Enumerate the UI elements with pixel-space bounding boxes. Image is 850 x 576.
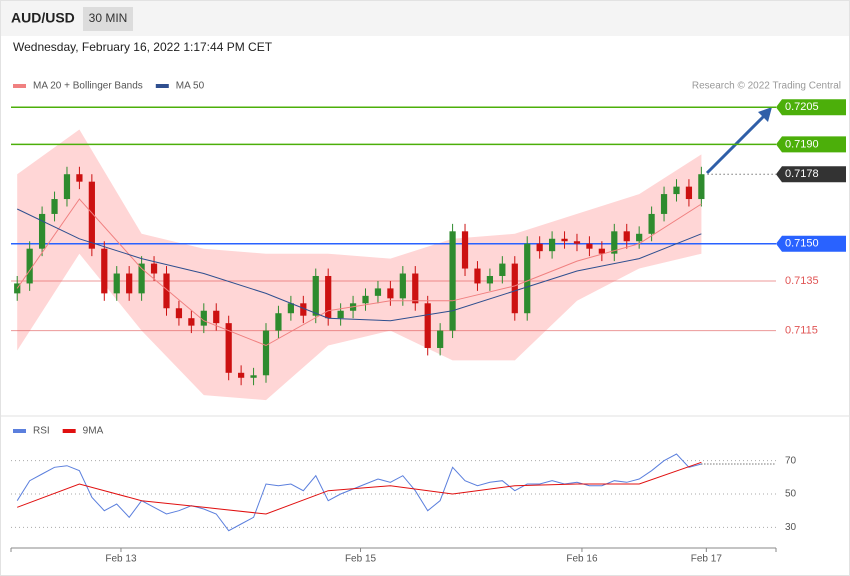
legend-label: MA 50 — [176, 81, 205, 92]
candle-body — [275, 313, 282, 331]
forecast-arrowhead — [758, 107, 772, 122]
candle-body — [461, 231, 469, 269]
datetime: Wednesday, February 16, 2022 1:17:44 PM … — [13, 40, 273, 54]
y-tick-label: 70 — [785, 455, 797, 466]
x-tick-label: Feb 17 — [691, 554, 723, 565]
candle-body — [561, 238, 568, 242]
candle-body — [175, 308, 183, 319]
candle-body — [63, 174, 71, 200]
y-tick-label: 30 — [785, 522, 797, 533]
candle-body — [548, 238, 556, 252]
candle-body — [126, 273, 133, 294]
candle-body — [486, 275, 494, 284]
candle-body — [150, 263, 158, 274]
legend-swatch — [13, 429, 26, 433]
candle-body — [362, 295, 369, 304]
x-tick-label: Feb 13 — [105, 554, 137, 565]
level-label: 0.7150 — [785, 238, 819, 250]
candle-body — [325, 275, 332, 319]
candle-body — [26, 248, 33, 284]
candle-body — [374, 288, 382, 296]
candle-body — [499, 263, 506, 276]
candle-body — [536, 243, 543, 252]
candle-body — [287, 303, 294, 314]
candle-body — [511, 263, 518, 314]
credit: Research © 2022 Trading Central — [692, 81, 841, 92]
candle-body — [262, 330, 270, 376]
indicator-line — [16, 453, 702, 532]
candle-body — [660, 194, 668, 214]
level-label: 0.7135 — [785, 275, 819, 287]
candle-body — [238, 372, 245, 378]
legend-swatch — [155, 84, 169, 88]
candle-body — [437, 330, 444, 348]
x-tick-label: Feb 16 — [566, 554, 598, 565]
candle-body — [648, 213, 655, 234]
candle-body — [312, 275, 319, 316]
candle-body — [163, 273, 170, 309]
level-tag — [776, 166, 846, 183]
candle-body — [573, 241, 581, 244]
legend-swatch — [62, 429, 76, 433]
candle-body — [524, 243, 531, 314]
candle-body — [225, 323, 232, 373]
candle-body — [598, 248, 605, 254]
candle-body — [51, 199, 58, 214]
candle-body — [101, 248, 108, 294]
candle-body — [611, 231, 618, 254]
candle-body — [337, 310, 344, 319]
candle-body — [399, 273, 406, 299]
legend-swatch — [13, 84, 26, 88]
candle-body — [474, 268, 481, 284]
level-label: 0.7115 — [785, 325, 818, 337]
candle-body — [88, 181, 95, 249]
candle-body — [698, 174, 705, 200]
candle-body — [300, 303, 307, 316]
candle-body — [673, 186, 680, 195]
interval[interactable]: 30 MIN — [89, 11, 128, 25]
candle-body — [200, 310, 207, 326]
indicator-line — [17, 461, 702, 515]
candle-body — [424, 303, 431, 348]
level-tag — [776, 99, 846, 116]
candle-body — [38, 213, 46, 249]
candle-body — [623, 231, 630, 242]
level-tag — [776, 235, 846, 252]
candle-body — [586, 243, 593, 249]
candle-body — [636, 233, 643, 242]
candle-body — [387, 288, 394, 299]
candle-body — [250, 375, 257, 378]
level-tag — [776, 136, 846, 153]
candle-body — [188, 318, 195, 326]
candle-body — [213, 310, 220, 324]
candle-body — [113, 273, 120, 294]
candle-body — [449, 231, 456, 331]
candle-body — [412, 273, 419, 304]
interval-box[interactable] — [83, 7, 133, 31]
y-tick-label: 50 — [785, 489, 797, 500]
candle-body — [138, 263, 145, 294]
bollinger-band — [17, 129, 702, 401]
level-label: 0.7178 — [785, 168, 819, 180]
candle-body — [76, 174, 83, 182]
level-label: 0.7205 — [785, 101, 819, 113]
legend-label: RSI — [33, 426, 50, 437]
legend-label: 9MA — [83, 426, 104, 437]
header-bar — [1, 1, 849, 36]
candle-body — [685, 186, 693, 200]
legend-label: MA 20 + Bollinger Bands — [33, 81, 143, 92]
level-label: 0.7190 — [785, 138, 819, 150]
symbol: AUD/USD — [11, 10, 75, 26]
x-tick-label: Feb 15 — [345, 554, 377, 565]
ma-line — [16, 208, 702, 322]
ma-line — [16, 198, 702, 347]
